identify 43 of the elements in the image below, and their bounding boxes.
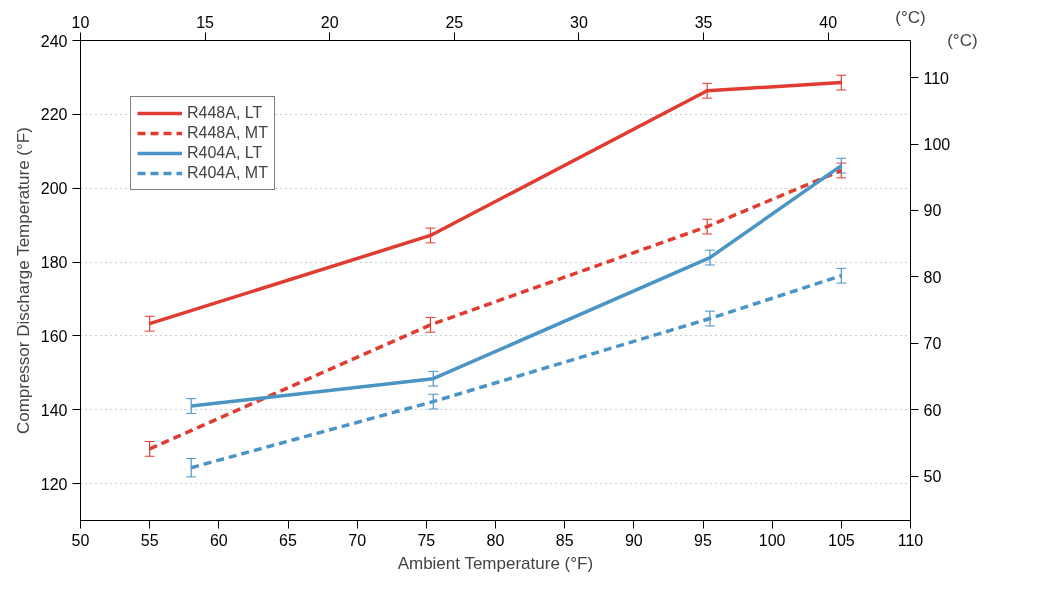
x2-tick-label: 40 bbox=[819, 13, 838, 31]
y2-tick-label: 50 bbox=[923, 468, 942, 486]
x2-tick-label: 25 bbox=[445, 13, 464, 31]
legend-label: R404A, LT bbox=[187, 144, 263, 162]
x2-tick-label: 10 bbox=[71, 13, 90, 31]
x2-tick-label: 30 bbox=[570, 13, 588, 31]
y2-tick-label: 90 bbox=[923, 202, 942, 220]
y-tick-label: 180 bbox=[40, 254, 68, 272]
x-tick-label: 65 bbox=[279, 531, 297, 549]
x-tick-label: 95 bbox=[694, 531, 712, 549]
x-tick-label: 105 bbox=[827, 531, 855, 549]
y-tick-label: 200 bbox=[40, 180, 68, 198]
y-tick-label: 220 bbox=[40, 106, 68, 124]
line-series bbox=[147, 80, 844, 326]
x-tick-label: 90 bbox=[624, 531, 643, 549]
y2-tick-label: 80 bbox=[923, 268, 942, 286]
x-tick-label: 110 bbox=[897, 531, 924, 549]
x-tick-label: 55 bbox=[140, 531, 159, 549]
y-tick-label: 240 bbox=[40, 32, 68, 50]
y2-tick-label: 110 bbox=[923, 69, 950, 87]
x-axis-title: Ambient Temperature (°F) bbox=[397, 553, 594, 573]
x2-axis-title: (°C) bbox=[895, 7, 926, 27]
y-tick-label: 120 bbox=[40, 475, 68, 493]
x-tick-label: 85 bbox=[555, 531, 574, 549]
y2-tick-label: 70 bbox=[923, 335, 942, 353]
x-tick-label: 70 bbox=[348, 531, 367, 549]
x2-tick-label: 15 bbox=[196, 13, 215, 31]
x2-tick-label: 35 bbox=[694, 13, 713, 31]
x-tick-label: 100 bbox=[758, 531, 786, 549]
y-tick-label: 160 bbox=[40, 327, 68, 345]
x-tick-label: 50 bbox=[71, 531, 90, 549]
y2-axis-title: (°C) bbox=[947, 31, 978, 50]
x-tick-label: 80 bbox=[486, 531, 505, 549]
y2-tick-label: 60 bbox=[923, 401, 942, 419]
legend-label: R448A, LT bbox=[187, 104, 263, 122]
x2-tick-label: 20 bbox=[320, 13, 339, 31]
y2-tick-label: 100 bbox=[923, 136, 951, 154]
legend-label: R404A, MT bbox=[187, 164, 268, 182]
x-tick-label: 60 bbox=[209, 531, 228, 549]
y-axis-title: Compressor Discharge Temperature (°F) bbox=[13, 127, 33, 435]
y-tick-label: 140 bbox=[40, 401, 68, 419]
legend-label: R448A, MT bbox=[187, 124, 268, 142]
x-tick-label: 75 bbox=[417, 531, 436, 549]
